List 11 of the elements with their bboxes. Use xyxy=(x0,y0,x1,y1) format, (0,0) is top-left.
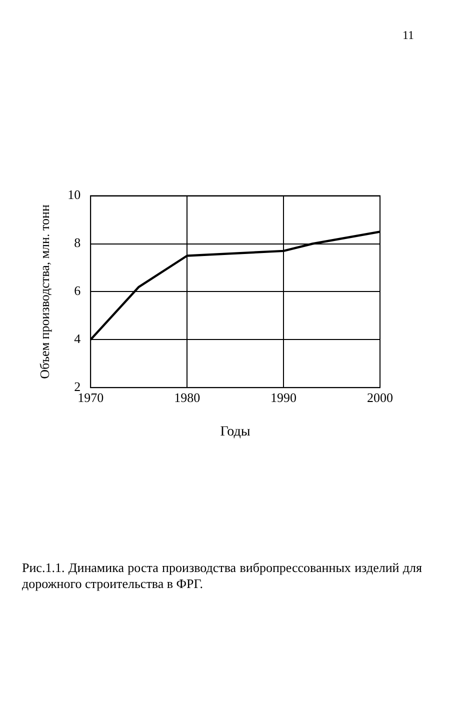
text: Рис.1.1. Динамика роста производства вибропрессованных изделий для дорожного строительства в ФРГ. xyxy=(22,560,422,592)
x-tick-label: 1980 xyxy=(174,390,200,405)
x-axis-title: Годы xyxy=(220,424,251,440)
text: 11 xyxy=(402,28,414,43)
y-tick-label: 10 xyxy=(68,187,81,202)
y-tick-label: 6 xyxy=(74,283,82,298)
y-tick-label: 4 xyxy=(74,331,82,346)
x-tick-label: 1990 xyxy=(270,390,297,405)
y-axis-title: Объем производства, млн. тонн xyxy=(37,204,52,379)
x-tick-label: 2000 xyxy=(367,390,393,405)
y-tick-label: 8 xyxy=(74,235,81,250)
